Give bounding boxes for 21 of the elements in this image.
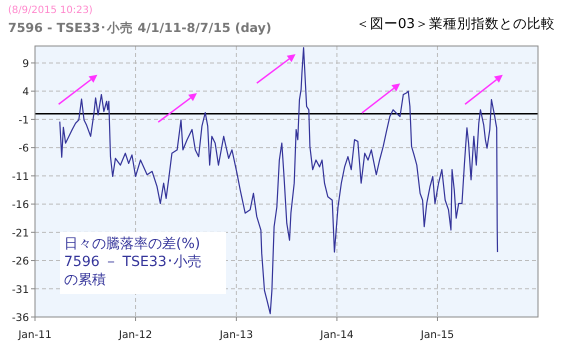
chart-title: ＜図ー03＞業種別指数との比較: [356, 16, 555, 32]
y-tick-label: 9: [22, 58, 29, 70]
y-tick-label: 4: [22, 86, 30, 98]
x-tick-label: Jan-11: [17, 329, 52, 341]
y-tick-label: -16: [12, 199, 30, 212]
y-tick-label: -1: [18, 114, 29, 126]
y-tick-label: -31: [12, 284, 29, 296]
y-tick-label: -11: [12, 170, 29, 183]
y-tick-label: -36: [12, 312, 30, 324]
y-tick-label: -6: [18, 142, 30, 155]
annotation: (8/9/2015 10:23): [8, 5, 93, 16]
y-tick-label: -21: [12, 227, 29, 240]
x-tick-label: Jan-14: [319, 329, 354, 341]
x-tick-label: Jan-15: [420, 329, 454, 341]
y-tick-label: -26: [12, 256, 30, 268]
annotation: 日々の騰落率の差(%): [64, 236, 200, 252]
annotation: の累積: [64, 272, 106, 288]
x-tick-label: Jan-13: [218, 329, 254, 341]
chart-subtitle: 7596 - TSE33･小売 4/1/11-8/7/15 (day): [8, 20, 272, 35]
annotation: 7596 － TSE33･小売: [64, 254, 202, 270]
x-tick-label: Jan-12: [118, 329, 152, 341]
